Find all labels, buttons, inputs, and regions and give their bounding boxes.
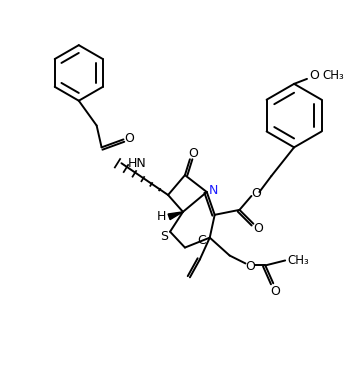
Text: H: H xyxy=(156,210,166,223)
Text: C: C xyxy=(198,234,206,247)
Text: O: O xyxy=(125,132,134,145)
Polygon shape xyxy=(168,212,183,219)
Text: S: S xyxy=(160,230,168,243)
Text: N: N xyxy=(209,184,219,196)
Text: O: O xyxy=(246,260,255,273)
Text: O: O xyxy=(251,187,261,201)
Text: O: O xyxy=(188,147,198,160)
Text: HN: HN xyxy=(127,157,146,170)
Text: O: O xyxy=(253,222,263,235)
Text: CH₃: CH₃ xyxy=(322,69,344,82)
Text: O: O xyxy=(270,285,280,298)
Text: O: O xyxy=(309,69,319,82)
Text: CH₃: CH₃ xyxy=(287,254,309,267)
